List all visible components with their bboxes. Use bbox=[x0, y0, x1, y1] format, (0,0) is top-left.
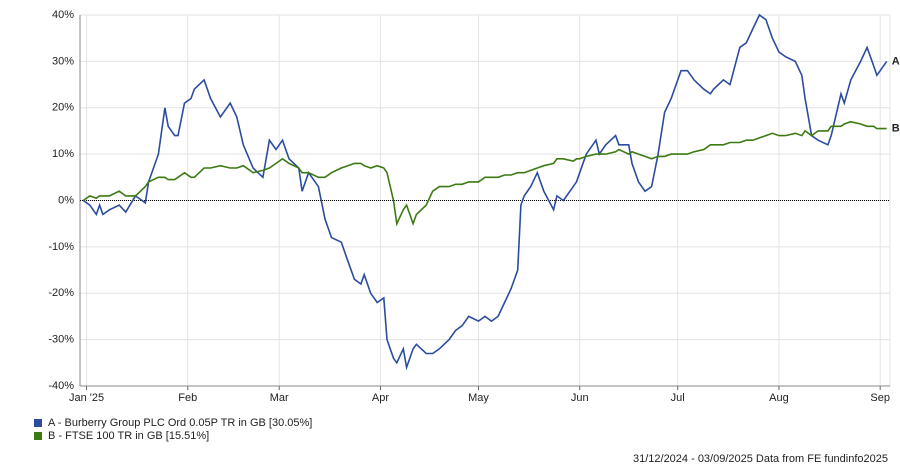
series-line bbox=[82, 120, 887, 227]
y-tick-label: -10% bbox=[48, 241, 74, 253]
x-tick-label: Apr bbox=[372, 392, 389, 404]
y-tick-label: 20% bbox=[52, 102, 74, 114]
y-tick-label: 40% bbox=[52, 9, 74, 21]
x-tick-label: Sep bbox=[870, 392, 890, 404]
x-tick-label: Jun bbox=[571, 392, 589, 404]
y-tick-label: -30% bbox=[48, 334, 74, 346]
x-tick-label: Aug bbox=[769, 392, 789, 404]
y-tick-label: 0% bbox=[58, 194, 74, 206]
y-tick-label: 10% bbox=[52, 148, 74, 160]
legend-label: B - FTSE 100 TR in GB [15.51%] bbox=[48, 430, 209, 442]
legend-swatch bbox=[34, 419, 42, 427]
x-tick-label: Mar bbox=[270, 392, 289, 404]
footer: 31/12/2024 - 03/09/2025 Data from FE fun… bbox=[633, 453, 888, 465]
end-label: A bbox=[892, 55, 900, 67]
x-tick-label: Jul bbox=[671, 392, 685, 404]
x-tick-label: Feb bbox=[178, 392, 197, 404]
y-tick-label: -40% bbox=[48, 380, 74, 392]
x-tick-label: Jan '25 bbox=[69, 392, 104, 404]
y-tick-label: -20% bbox=[48, 287, 74, 299]
end-label: B bbox=[892, 123, 900, 135]
y-tick-label: 30% bbox=[52, 55, 74, 67]
legend-label: A - Burberry Group PLC Ord 0.05P TR in G… bbox=[48, 417, 312, 429]
legend-swatch bbox=[34, 432, 42, 440]
x-tick-label: May bbox=[468, 392, 489, 404]
series-line bbox=[82, 13, 888, 371]
